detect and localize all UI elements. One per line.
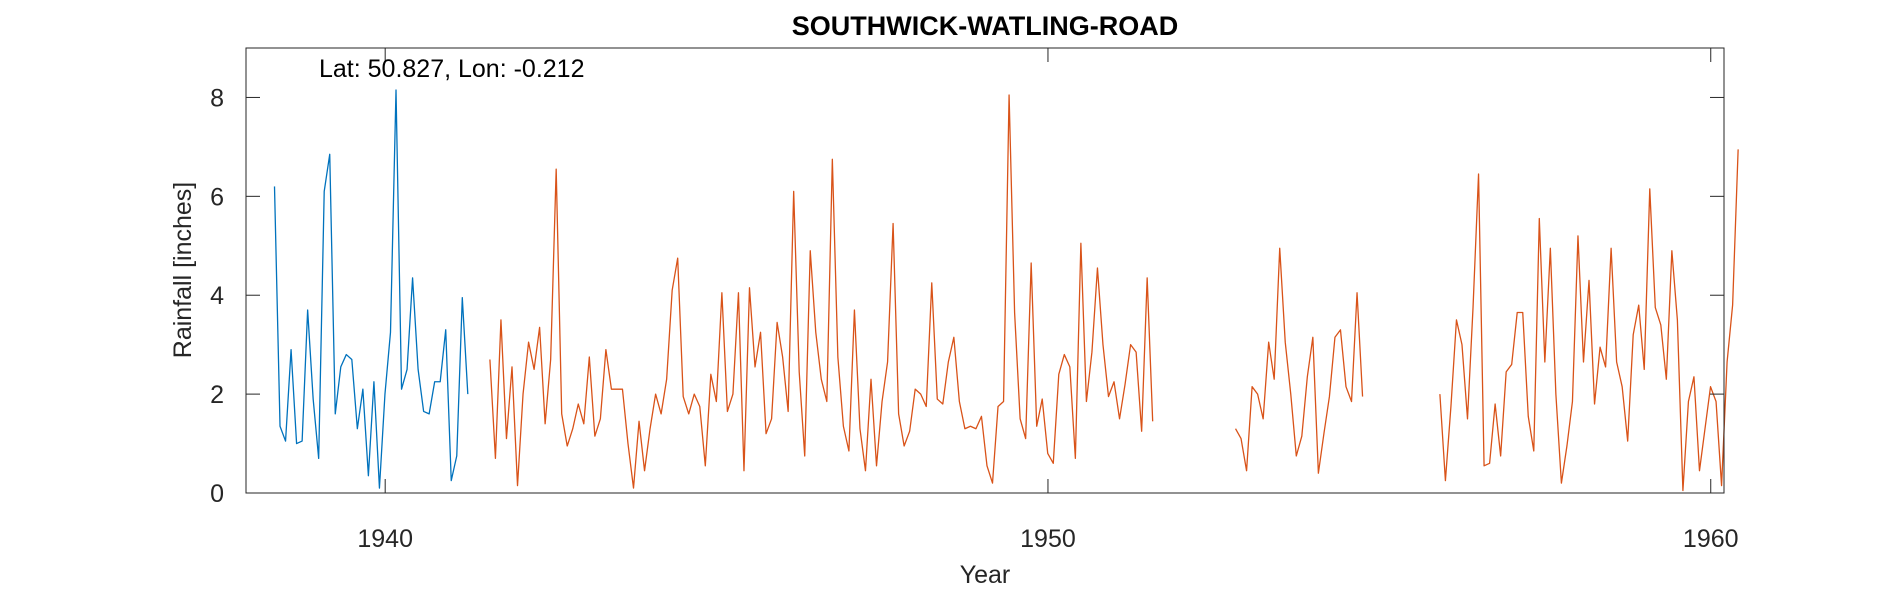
series-line-2 — [489, 94, 1739, 492]
series-line-1 — [273, 89, 469, 489]
plot-area — [246, 48, 1724, 493]
series-layer — [273, 89, 1739, 492]
y-tick-label: 0 — [210, 480, 224, 508]
y-axis-label: Rainfall [inches] — [169, 182, 197, 358]
location-annotation: Lat: 50.827, Lon: -0.212 — [319, 55, 585, 83]
y-tick-label: 6 — [210, 183, 224, 211]
ticks-layer: 1940 1950 1960 0 2 4 6 8 — [210, 48, 1739, 553]
y-tick-label: 4 — [210, 282, 224, 310]
x-tick-label: 1950 — [1020, 525, 1076, 553]
plot-frame — [245, 47, 1725, 494]
y-tick-label: 2 — [210, 381, 224, 409]
y-tick-label: 8 — [210, 84, 224, 112]
chart-title: SOUTHWICK-WATLING-ROAD — [792, 11, 1178, 41]
axes-layer — [245, 47, 1725, 494]
x-tick-label: 1940 — [357, 525, 413, 553]
x-tick-label: 1960 — [1683, 525, 1739, 553]
x-axis-label: Year — [960, 561, 1011, 589]
